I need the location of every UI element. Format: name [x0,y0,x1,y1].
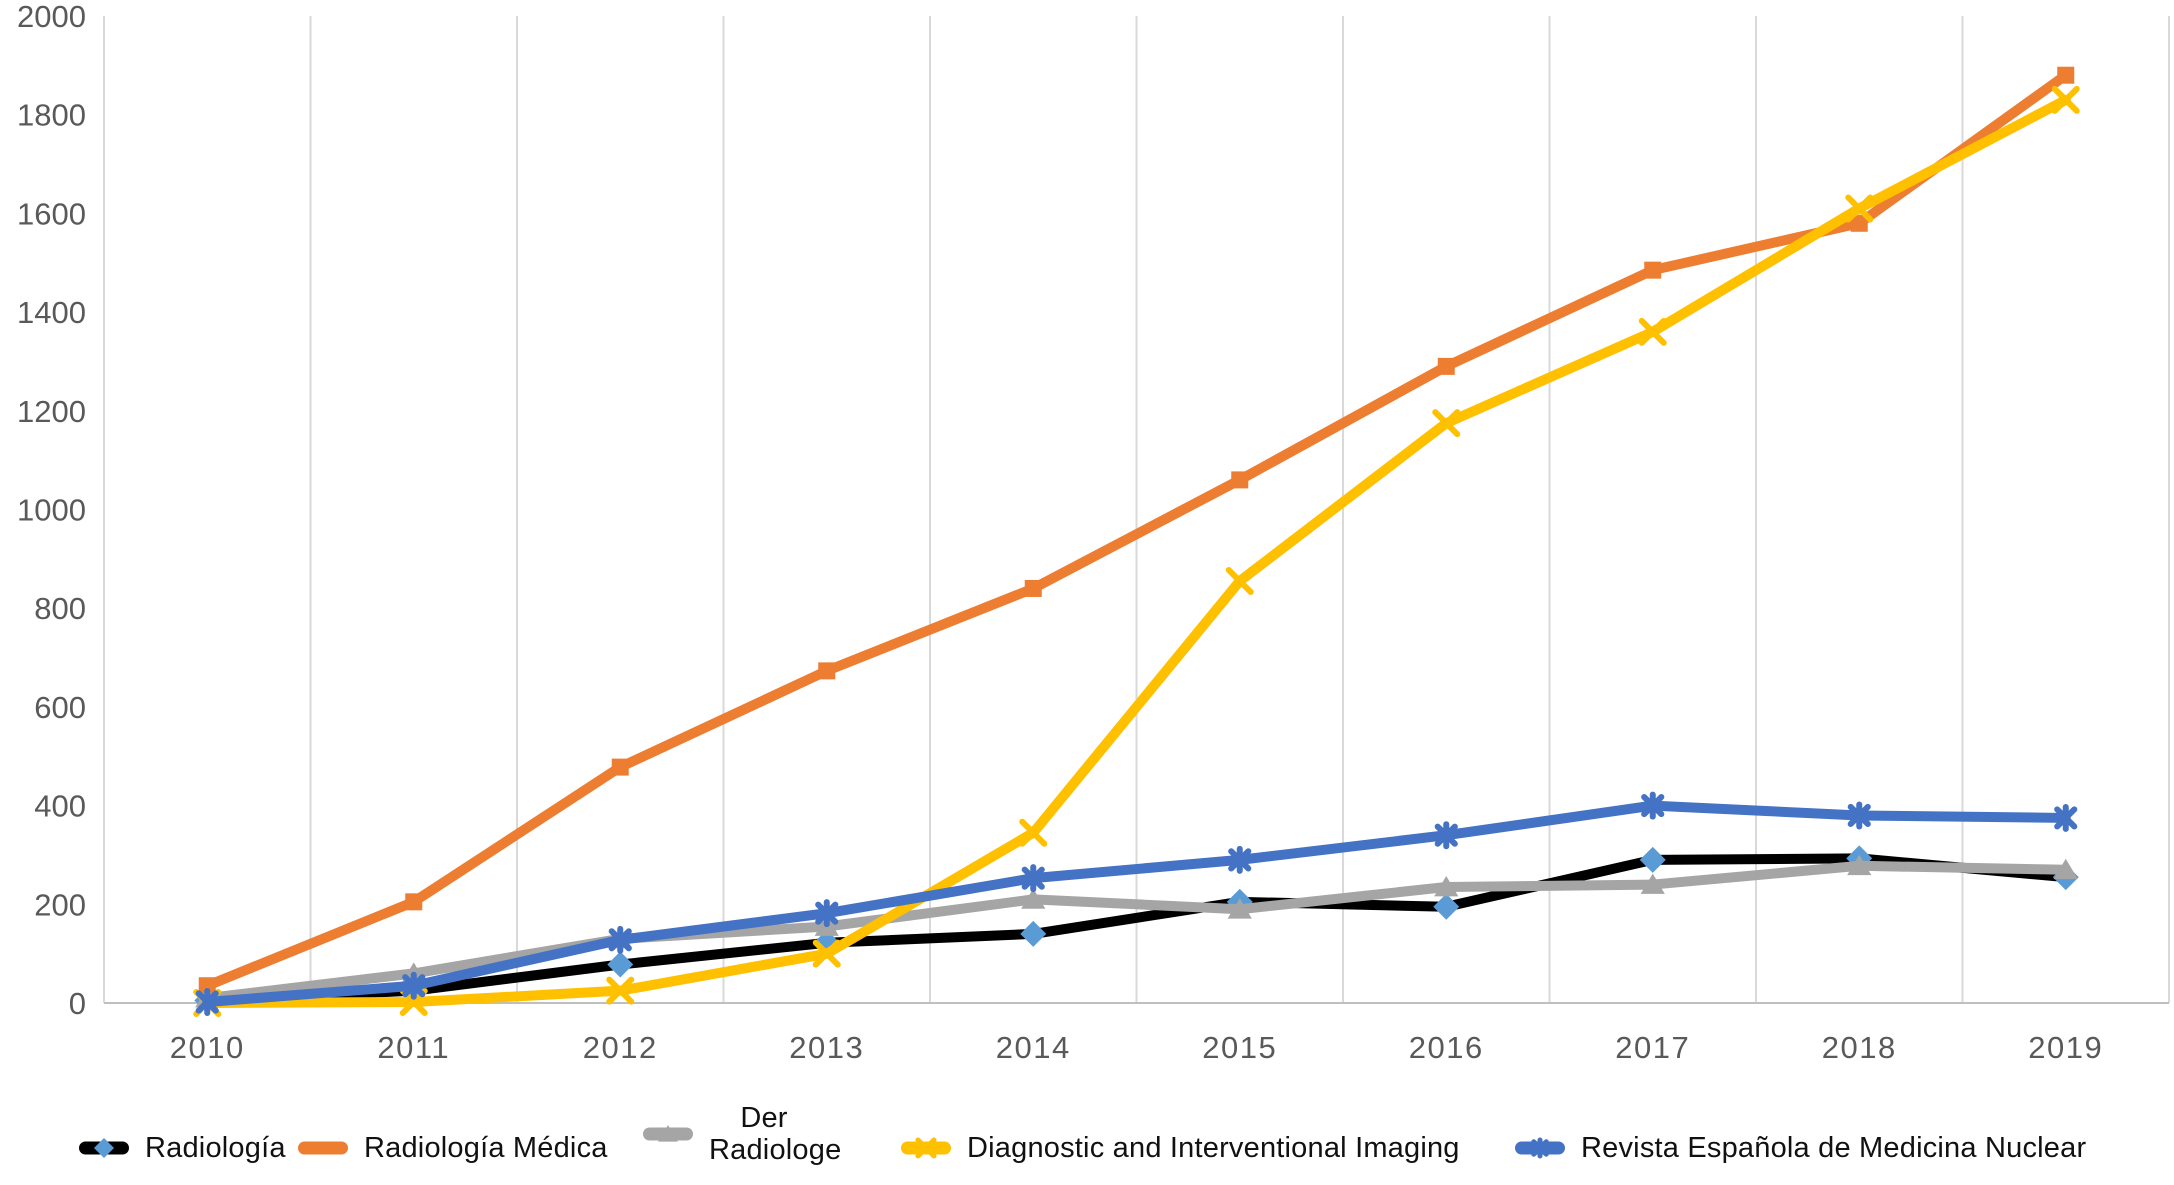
y-tick-label: 400 [34,789,86,824]
legend-pill-square-icon [295,1127,351,1169]
diamond-marker-icon [1639,846,1666,873]
triangle-marker-icon [1434,876,1459,897]
y-tick-label: 800 [34,591,86,626]
square-marker-icon [1850,214,1868,232]
y-tick-label: 200 [34,887,86,922]
legend-label: Radiología [145,1131,286,1164]
asterisk-marker-icon [402,971,426,1000]
legend-marker-icon [1515,1137,1565,1159]
asterisk-marker-icon [1434,821,1458,850]
legend-marker-icon [298,1141,348,1155]
diamond-marker-icon [1433,893,1460,920]
diamond-marker-icon [607,951,634,978]
triangle-marker-icon [1847,854,1872,876]
x-marker-icon [1845,194,1874,223]
diamond-marker-icon [94,1138,114,1158]
asterisk-marker-icon [815,899,839,928]
x-marker-icon [915,1137,937,1159]
series-line [202,70,2071,991]
y-tick-label: 1200 [17,394,86,429]
asterisk-marker-icon [1531,1137,1549,1159]
legend-item-radiologia: Radiología [76,1126,286,1170]
x-tick-label: 2010 [170,1030,245,1065]
x-marker-icon [1638,317,1667,346]
y-tick-label: 0 [69,986,86,1021]
y-tick-label: 1000 [17,493,86,528]
y-tick-label: 600 [34,690,86,725]
asterisk-marker-icon [195,988,219,1017]
series-revista-espanola-de-medicina-nuclear [195,791,2078,1017]
x-tick-label: 2016 [1409,1030,1484,1065]
square-marker-icon [1024,579,1042,597]
asterisk-marker-icon [1641,791,1665,820]
legend-pill-diamond-icon [76,1127,132,1169]
series-line [202,860,2071,1004]
legend-item-revista-espanola-de-medicina-nuclear: Revista Española de Medicina Nuclear [1512,1126,2086,1170]
square-marker-icon [2057,66,2075,84]
x-marker-icon [1225,567,1254,596]
x-tick-label: 2017 [1615,1030,1690,1065]
legend-label: Diagnostic and Interventional Imaging [967,1131,1460,1164]
diamond-marker-icon [1020,920,1047,947]
vertical-gridlines [103,16,2170,1003]
legend-pill-asterisk-icon [1512,1127,1568,1169]
triangle-marker-icon [658,1125,678,1142]
x-tick-label: 2015 [1202,1030,1277,1065]
legend-label: Radiología Médica [364,1131,608,1164]
x-axis-tick-labels: 2010 2011 2012 2013 2014 2015 2016 2017 2018 2019 [170,1030,2103,1065]
legend-marker-icon [643,1125,693,1142]
legend-marker-icon [901,1137,951,1159]
square-marker-icon [1437,357,1455,375]
asterisk-marker-icon [1228,845,1252,874]
asterisk-marker-icon [1021,864,1045,893]
triangle-marker-icon [1021,888,1046,909]
legend-label: Revista Española de Medicina Nuclear [1581,1131,2087,1164]
square-marker-icon [198,977,216,995]
x-tick-label: 2012 [583,1030,658,1065]
legend-marker-icon [79,1138,129,1158]
x-marker-icon [1019,818,1048,847]
series-line [202,853,2071,1006]
triangle-marker-icon [1640,873,1665,894]
y-tick-label: 1600 [17,196,86,231]
x-tick-label: 2013 [789,1030,864,1065]
series-radiologia-medica [198,66,2075,995]
x-tick-label: 2018 [1822,1030,1897,1065]
asterisk-marker-icon [1847,801,1871,830]
x-tick-label: 2019 [2028,1030,2103,1065]
series-line [202,800,2071,1008]
square-marker-icon [818,662,836,680]
series-line [202,94,2071,1008]
y-tick-label: 1400 [17,295,86,330]
y-axis-tick-labels: 0 200 400 600 800 1000 1200 1400 1600 1800 2000 [17,0,86,1021]
legend-item-diagnostic-and-interventional-imaging: Diagnostic and Interventional Imaging [898,1126,1460,1170]
legend-item-radiologia-medica: Radiología Médica [295,1126,608,1170]
y-tick-label: 2000 [17,0,86,34]
square-marker-icon [405,893,423,911]
x-tick-label: 2011 [377,1030,450,1065]
x-marker-icon [812,939,841,968]
triangle-marker-icon [1227,898,1252,919]
x-marker-icon [1432,409,1461,438]
square-marker-icon [611,758,629,776]
y-tick-label: 1800 [17,98,86,133]
square-marker-icon [1231,471,1249,489]
square-marker-icon [1644,261,1662,279]
legend-pill-x-icon [898,1127,954,1169]
asterisk-marker-icon [2054,803,2078,832]
legend-pill-triangle-icon [640,1113,696,1155]
square-marker-icon [316,1141,330,1155]
x-tick-label: 2014 [996,1030,1071,1065]
legend-item-der-radiologe: Der Radiologe [640,1102,841,1166]
legend-label: Der Radiologe [709,1101,842,1166]
x-marker-icon [606,976,635,1005]
triangle-marker-icon [2053,858,2078,880]
asterisk-marker-icon [608,925,632,954]
x-marker-icon [2051,85,2080,114]
